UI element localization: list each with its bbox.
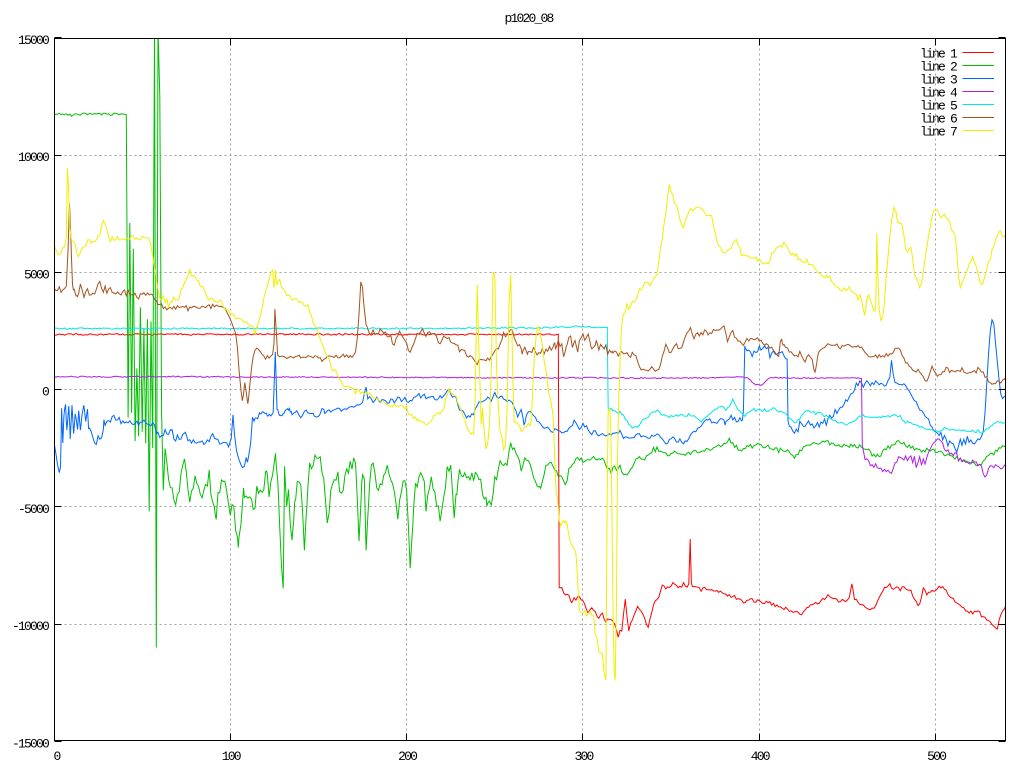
svg-text:0: 0 bbox=[53, 749, 60, 764]
svg-text:line 2: line 2 bbox=[920, 60, 957, 75]
svg-text:5000: 5000 bbox=[24, 267, 49, 282]
svg-text:200: 200 bbox=[398, 749, 417, 764]
svg-text:line 7: line 7 bbox=[920, 125, 957, 140]
svg-text:line 4: line 4 bbox=[920, 86, 958, 101]
svg-text:-15000: -15000 bbox=[12, 736, 49, 751]
svg-text:-5000: -5000 bbox=[18, 502, 49, 517]
svg-text:p1020_08: p1020_08 bbox=[504, 11, 553, 26]
svg-text:0: 0 bbox=[42, 385, 49, 400]
svg-text:100: 100 bbox=[222, 749, 241, 764]
svg-text:line 6: line 6 bbox=[920, 112, 957, 127]
svg-text:line 1: line 1 bbox=[920, 47, 958, 62]
svg-text:-10000: -10000 bbox=[12, 619, 49, 634]
svg-text:15000: 15000 bbox=[18, 33, 49, 48]
svg-text:400: 400 bbox=[751, 749, 770, 764]
svg-text:500: 500 bbox=[927, 749, 946, 764]
svg-text:line 3: line 3 bbox=[920, 73, 957, 88]
svg-text:300: 300 bbox=[574, 749, 593, 764]
svg-text:10000: 10000 bbox=[18, 150, 49, 165]
svg-text:line 5: line 5 bbox=[920, 99, 957, 114]
